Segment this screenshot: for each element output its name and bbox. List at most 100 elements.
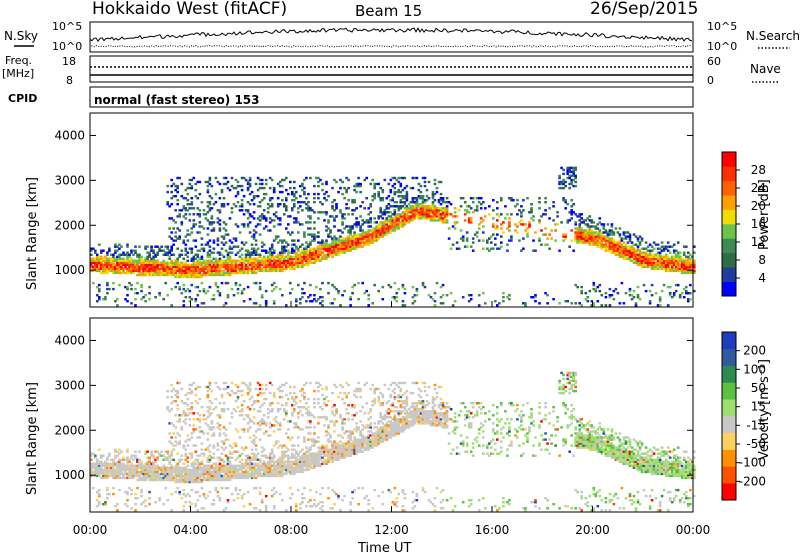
power-cell <box>184 253 188 256</box>
velocity-cell <box>252 402 256 405</box>
power-cell <box>586 235 590 238</box>
power-cell <box>377 223 380 226</box>
power-cell <box>588 243 592 246</box>
power-cell <box>208 201 212 204</box>
velocity-cell <box>208 460 212 463</box>
velocity-cell <box>108 468 111 472</box>
power-cell <box>644 289 648 293</box>
velocity-cell <box>256 464 260 467</box>
power-cell <box>379 225 382 228</box>
power-cell <box>393 219 397 222</box>
power-cell <box>172 253 175 256</box>
power-cell <box>216 209 220 212</box>
power-cell <box>389 211 393 214</box>
velocity-cell <box>168 456 171 459</box>
velocity-cell <box>238 460 242 463</box>
velocity-cell <box>240 464 244 467</box>
power-cell <box>530 217 533 220</box>
power-cell <box>484 215 487 218</box>
power-cell <box>220 190 224 194</box>
power-cell <box>401 219 405 222</box>
power-cell <box>206 269 210 273</box>
power-cell <box>148 273 151 277</box>
velocity-cell <box>260 404 264 407</box>
power-cell <box>220 265 224 269</box>
power-cell <box>415 209 419 212</box>
velocity-cell <box>138 476 141 480</box>
velocity-cell <box>106 472 109 476</box>
power-cell <box>252 203 256 206</box>
power-cell <box>264 257 268 260</box>
power-cell <box>689 257 692 260</box>
power-cell <box>256 253 260 256</box>
power-cell <box>188 269 192 273</box>
power-cell <box>574 168 577 172</box>
power-cell <box>596 243 600 246</box>
power-cell <box>130 267 133 271</box>
velocity-cell <box>254 430 258 433</box>
power-cell <box>323 249 326 252</box>
power-cell <box>285 245 288 248</box>
power-cell <box>594 243 598 246</box>
power-cell <box>200 302 204 305</box>
power-cell <box>98 283 101 287</box>
power-cell <box>236 271 240 275</box>
power-cell <box>670 257 674 260</box>
power-cell <box>335 253 338 256</box>
power-cell <box>433 192 437 196</box>
velocity-cell <box>180 478 184 482</box>
power-cell <box>142 265 145 269</box>
power-cell <box>526 233 529 236</box>
power-cell <box>676 283 680 287</box>
power-cell <box>626 251 630 254</box>
power-cell <box>268 221 272 224</box>
power-cell <box>276 241 280 244</box>
velocity-cell <box>170 454 173 457</box>
power-cell <box>387 211 391 214</box>
velocity-cell <box>258 472 262 476</box>
power-cell <box>357 243 360 246</box>
power-cell <box>668 257 672 260</box>
power-cell <box>301 249 304 252</box>
power-cell <box>204 273 208 277</box>
power-cell <box>467 294 471 297</box>
power-cell <box>118 255 121 258</box>
power-cell <box>642 247 646 250</box>
power-cell <box>359 243 362 246</box>
velocity-cell <box>142 474 145 478</box>
velocity-cell <box>222 478 226 482</box>
velocity-cell <box>146 450 149 453</box>
power-cell <box>504 217 507 220</box>
power-cell <box>534 294 537 297</box>
power-cell <box>226 253 230 256</box>
velocity-cell <box>94 468 97 472</box>
power-cell <box>520 211 523 214</box>
power-cell <box>482 201 485 204</box>
velocity-cell <box>232 442 236 445</box>
power-cell <box>624 292 628 295</box>
velocity-cell <box>176 404 179 407</box>
power-cell <box>309 261 312 264</box>
power-cell <box>168 261 171 264</box>
velocity-cell <box>234 488 238 492</box>
power-cell <box>90 265 93 269</box>
power-cell <box>592 235 596 238</box>
power-cell <box>624 253 628 256</box>
power-cell <box>295 257 298 260</box>
power-cell <box>256 188 260 192</box>
power-cell <box>192 267 196 271</box>
power-cell <box>506 243 509 246</box>
velocity-cell <box>152 466 155 469</box>
power-cell <box>176 186 179 190</box>
power-cell <box>546 243 549 246</box>
freq-label: Freq. <box>5 54 32 67</box>
power-cell <box>224 261 228 264</box>
power-cell <box>319 243 322 246</box>
velocity-cell <box>224 468 228 472</box>
velocity-cell <box>114 474 117 478</box>
velocity-cell <box>170 450 173 453</box>
power-cell <box>656 304 660 307</box>
velocity-cell <box>194 478 198 482</box>
power-cell <box>689 263 692 267</box>
velocity-cell <box>96 490 99 494</box>
